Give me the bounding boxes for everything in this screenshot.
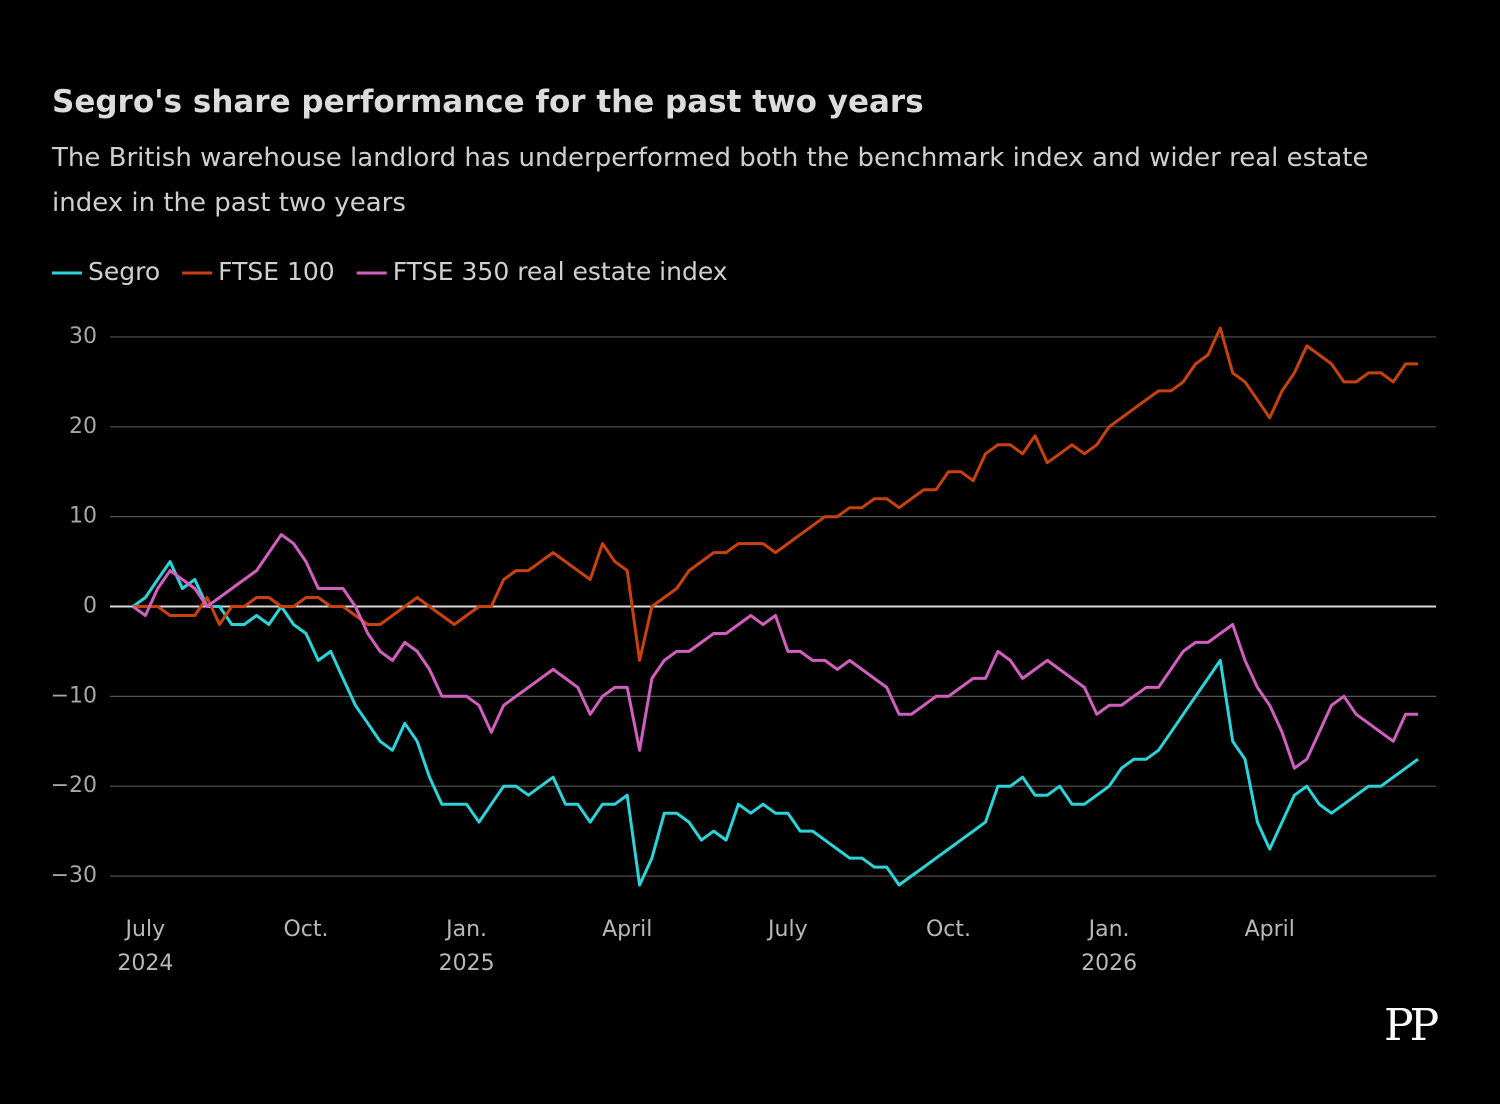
x-tick-label: Oct. <box>925 917 971 942</box>
series-line <box>133 326 1418 662</box>
y-tick-label: −30 <box>51 863 97 888</box>
x-tick-label: Jan. 2026 <box>1081 917 1138 976</box>
y-tick-label: 20 <box>69 414 97 439</box>
legend-label: Segro <box>88 257 160 286</box>
legend-label: FTSE 100 <box>218 257 335 286</box>
series-line <box>132 560 1419 887</box>
x-tick-label: Oct. <box>283 917 329 942</box>
x-tick-label: July <box>768 917 808 942</box>
x-tick-label: Jan. 2025 <box>438 917 495 976</box>
chart-title: Segro's share performance for the past t… <box>52 84 924 120</box>
chart-subtitle: The British warehouse landlord has under… <box>52 143 1369 218</box>
x-tick-label: July 2024 <box>117 917 174 976</box>
x-tick-label: April <box>1244 917 1295 942</box>
legend-item: Segro <box>52 257 160 286</box>
y-tick-label: −10 <box>51 683 97 708</box>
y-tick-label: 10 <box>69 504 97 529</box>
series-line <box>132 533 1418 770</box>
y-tick-label: 30 <box>69 324 97 349</box>
y-tick-label: −20 <box>51 773 97 798</box>
y-tick-label: 0 <box>83 594 97 619</box>
legend-item: FTSE 100 <box>182 257 335 286</box>
logo: PP <box>1384 1000 1439 1051</box>
legend-item: FTSE 350 real estate index <box>356 257 728 286</box>
legend-label: FTSE 350 real estate index <box>393 257 728 286</box>
x-tick-label: April <box>602 917 653 942</box>
